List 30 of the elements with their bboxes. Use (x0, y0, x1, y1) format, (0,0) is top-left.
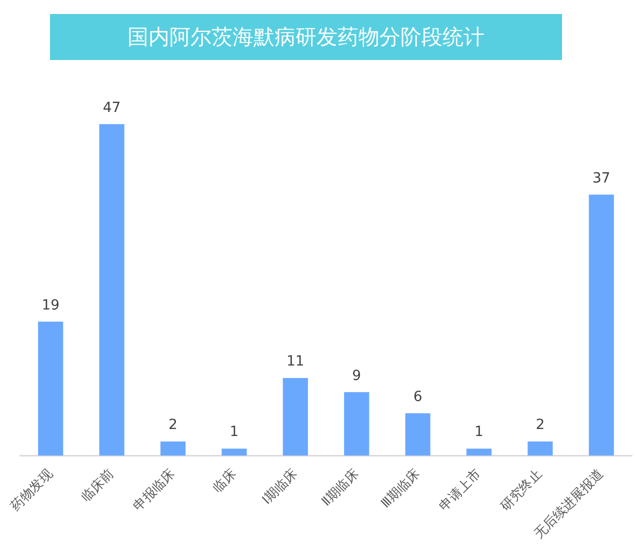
data-label: 1 (230, 424, 239, 440)
data-label: 47 (102, 100, 121, 116)
x-tick-label: Ⅱ期临床 (319, 466, 362, 510)
x-tick-label: 研究终止 (498, 466, 546, 514)
bar (160, 442, 186, 456)
bar (405, 413, 430, 456)
x-tick-label: 药物发现 (8, 466, 56, 514)
x-tick-label: 临床前 (78, 466, 118, 505)
x-tick-label: Ⅲ期临床 (378, 466, 424, 512)
chart-title: 国内阿尔茨海默病研发药物分阶段统计 (50, 14, 562, 60)
data-label: 11 (286, 354, 304, 370)
data-label: 19 (42, 297, 60, 314)
bar (344, 392, 370, 456)
bar (99, 124, 124, 456)
bar (282, 378, 308, 456)
bar (588, 194, 614, 456)
x-tick-label: 临床 (210, 466, 240, 496)
data-label: 9 (352, 368, 362, 384)
data-label: 2 (168, 417, 178, 434)
bar (528, 442, 553, 456)
data-label: 6 (413, 388, 422, 405)
data-label: 37 (592, 170, 610, 186)
x-tick-label: 申请上市 (436, 466, 484, 514)
data-label: 2 (536, 417, 545, 434)
x-tick-label: 申报临床 (130, 466, 178, 514)
bar (38, 322, 64, 456)
bar (466, 448, 492, 456)
data-label: 1 (474, 424, 484, 440)
bar (222, 448, 247, 456)
x-tick-label: Ⅰ期临床 (260, 466, 301, 508)
